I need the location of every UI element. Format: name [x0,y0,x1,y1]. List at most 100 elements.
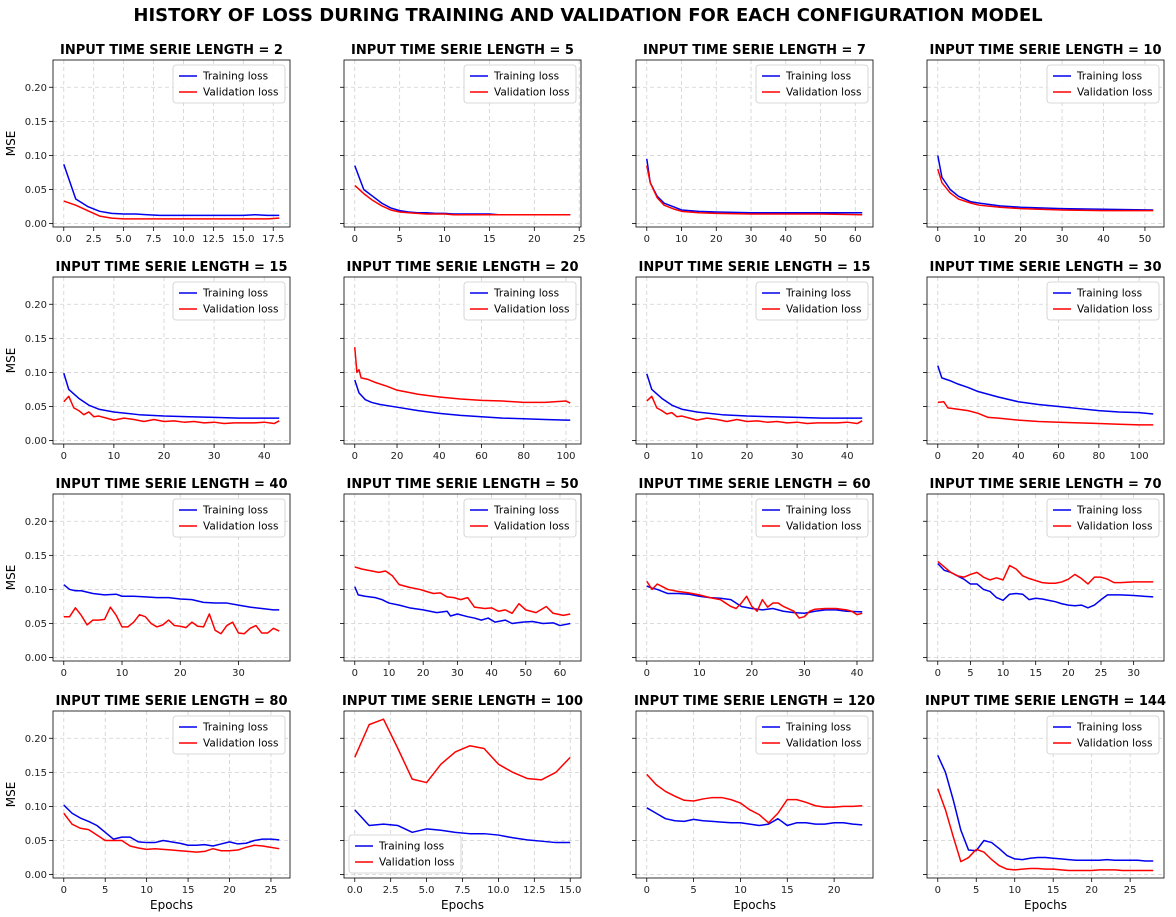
x-tick-label: 12.5 [523,885,545,896]
x-tick-label: 0 [935,885,941,896]
validation-loss-line [937,400,1154,426]
x-tick-label: 60 [475,451,488,462]
legend-box [1046,281,1160,321]
subplot-14: 0 5 10 15 20 INPUT TIME SERIE LENGTH = 120 Epo… [632,694,875,912]
subplot-3: 0 10 20 30 40 50 INPUT TIME SERIE LENGTH = 10 T… [923,43,1165,245]
subplot-title: INPUT TIME SERIE LENGTH = 20 [346,260,578,275]
x-tick-label: 10 [140,885,153,896]
legend-label: Validation loss [1077,521,1152,533]
legend: Training loss Validation loss [1046,715,1160,755]
legend-box [463,281,577,321]
subplot-4: 0 10 20 30 40 0.00 0.05 0.10 0.15 0.20 INPUT TIME … [4,260,291,462]
subplot-title: INPUT TIME SERIE LENGTH = 40 [55,477,287,492]
x-tick-label: 60 [554,668,567,679]
legend-label: Validation loss [1077,738,1152,750]
plot-frame [926,710,1165,879]
subplot-title: INPUT TIME SERIE LENGTH = 5 [351,43,574,58]
plot-frame [926,493,1165,662]
legend-label: Training loss [493,71,559,83]
x-tick-label: 15 [1047,885,1060,896]
y-tick-label: 0.20 [25,83,47,94]
subplot-9: 0 10 20 30 40 50 60 INPUT TIME SERIE LENGTH = 5… [340,477,582,679]
training-loss-line [937,365,1154,415]
x-axis-label: Epochs [733,898,776,912]
x-tick-label: 0 [352,668,358,679]
subplot-11: 0 5 10 15 20 25 30 INPUT TIME SERIE LENGTH = 70… [923,477,1165,679]
x-tick-label: 10 [116,668,129,679]
legend-box [1046,64,1160,104]
validation-loss-line [354,184,571,216]
legend: Training loss Validation loss [172,498,286,538]
training-loss-line [354,379,571,421]
x-tick-label: 20 [710,234,723,245]
plot-frame [52,493,291,662]
x-tick-label: 20 [1085,885,1098,896]
x-tick-label: 0 [644,668,650,679]
x-tick-label: 10 [383,668,396,679]
x-tick-label: 20 [741,451,754,462]
plot-frame [52,276,291,445]
training-loss-line [646,158,863,214]
legend: Training loss Validation loss [463,281,577,321]
legend-label: Training loss [1076,71,1142,83]
validation-loss-line [646,773,863,824]
x-tick-label: 25 [1095,668,1108,679]
x-tick-label: 30 [1127,668,1140,679]
subplot-title: INPUT TIME SERIE LENGTH = 2 [60,43,283,58]
y-tick-label: 0.20 [25,734,47,745]
subplot-0: 0.0 2.5 5.0 7.5 10.0 12.5 15.0 17.5 0.00 0.05 0.10… [4,43,291,245]
x-tick-label: 25 [1124,885,1137,896]
x-tick-label: 5 [967,668,973,679]
legend-label: Validation loss [786,87,861,99]
y-axis-label: MSE [4,131,18,157]
plot-frame [52,59,291,228]
legend-label: Training loss [1076,505,1142,517]
x-tick-label: 30 [791,451,804,462]
subplot-title: INPUT TIME SERIE LENGTH = 30 [929,260,1161,275]
subplot-title: INPUT TIME SERIE LENGTH = 120 [634,694,875,709]
x-tick-label: 0 [352,451,358,462]
x-tick-label: 30 [1056,234,1069,245]
x-tick-label: 15 [182,885,195,896]
legend-label: Validation loss [1077,87,1152,99]
x-tick-label: 10 [734,885,747,896]
x-tick-label: 20 [158,451,171,462]
x-tick-label: 5.0 [419,885,435,896]
plot-frame [635,59,874,228]
x-tick-label: 50 [814,234,827,245]
y-tick-label: 0.00 [25,870,47,881]
x-tick-label: 7.5 [146,234,162,245]
y-axis-label: MSE [4,348,18,374]
subplot-1: 0 5 10 15 20 25 INPUT TIME SERIE LENGTH = 5 Tra… [340,43,586,245]
training-loss-line [354,165,571,216]
y-tick-label: 0.20 [25,517,47,528]
legend: Training loss Validation loss [755,498,869,538]
validation-loss-line [646,165,863,216]
legend-label: Validation loss [379,857,454,869]
x-tick-label: 15 [1029,668,1042,679]
x-tick-label: 15 [781,885,794,896]
x-tick-label: 30 [798,668,811,679]
legend-label: Validation loss [203,738,278,750]
validation-loss-line [63,395,280,425]
y-tick-label: 0.15 [25,768,47,779]
plot-frame [343,493,582,662]
x-tick-label: 10 [973,234,986,245]
subplot-13: 0.0 2.5 5.0 7.5 10.0 12.5 15.0 INPUT TIME SERIE… [340,694,583,912]
x-tick-label: 40 [1097,234,1110,245]
legend-box [172,498,286,538]
legend-label: Training loss [785,71,851,83]
legend-label: Training loss [1076,722,1142,734]
plot-frame [343,59,582,228]
x-tick-label: 25 [265,885,278,896]
subplot-12: 0 5 10 15 20 25 0.00 0.05 0.10 0.15 0.20 INPUT TIME… [4,694,291,912]
validation-loss-line [63,812,280,853]
x-tick-label: 17.5 [262,234,284,245]
x-tick-label: 50 [1139,234,1152,245]
x-tick-label: 40 [779,234,792,245]
validation-loss-line [354,566,571,617]
y-tick-label: 0.15 [25,117,47,128]
legend-label: Validation loss [203,304,278,316]
x-tick-label: 80 [1092,451,1105,462]
